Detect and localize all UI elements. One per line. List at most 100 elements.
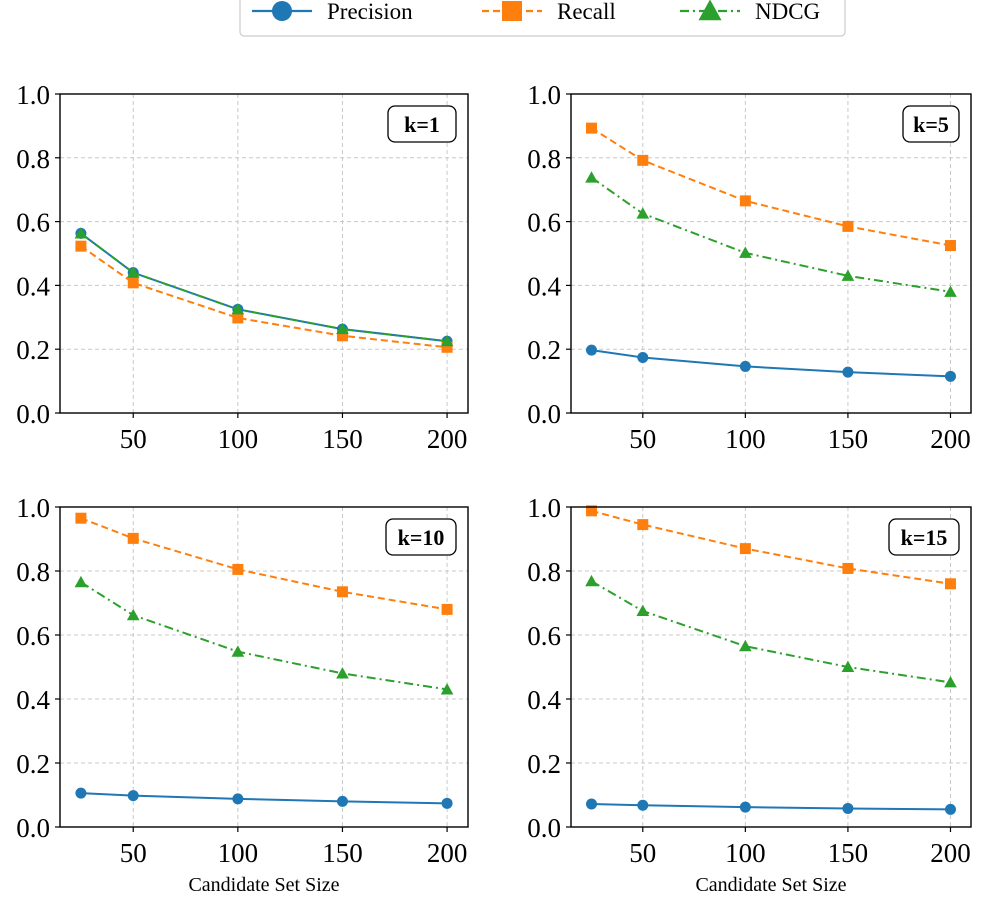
data-point-recall	[944, 578, 956, 590]
data-point-recall	[739, 195, 751, 207]
data-point-recall	[842, 220, 854, 232]
x-tick-label: 100	[218, 424, 259, 454]
legend-item-ndcg: NDCG	[680, 0, 820, 24]
panel-k10: 50 100 150 200 0.0 0.2 0.4 0.6 0.8 1.0 k=10 Candida…	[16, 493, 469, 896]
series-recall	[586, 122, 956, 252]
data-point-precision	[586, 798, 598, 810]
panel-label-box	[385, 518, 457, 556]
series-recall	[75, 512, 453, 615]
y-tick-label: 0.2	[527, 749, 561, 779]
data-point-recall	[441, 341, 453, 353]
series-line-recall	[80, 245, 448, 349]
y-tick-label: 0.2	[527, 335, 561, 365]
data-point-ndcg	[336, 322, 349, 335]
y-tick-label: 1.0	[16, 493, 50, 523]
x-tick-label: 150	[322, 838, 363, 868]
data-point-ndcg	[739, 639, 752, 652]
x-tick-label: 150	[828, 424, 869, 454]
data-point-recall	[944, 240, 956, 252]
panel-label-box	[387, 105, 457, 143]
data-point-ndcg	[944, 285, 957, 297]
legend-marker-ndcg	[698, 0, 722, 21]
data-point-precision	[842, 366, 854, 378]
data-point-recall	[586, 122, 598, 134]
y-tick-label: 0.6	[16, 621, 50, 651]
x-axis-title: Candidate Set Size	[188, 874, 339, 896]
legend-label-ndcg: NDCG	[755, 0, 820, 24]
axes-frame	[570, 93, 972, 414]
data-point-precision	[637, 799, 649, 811]
y-tick-label: 0.8	[527, 144, 561, 174]
y-tick-label: 0.0	[16, 399, 50, 429]
legend: Precision Recall NDCG	[239, 0, 846, 37]
data-point-ndcg	[636, 604, 650, 617]
axes-frame	[59, 506, 469, 828]
panel-k1: 50 100 150 200 0.0 0.2 0.4 0.6 0.8 1.0 k=1	[16, 80, 469, 454]
axes-frame	[570, 506, 972, 828]
data-point-recall	[637, 154, 649, 166]
data-point-ndcg	[585, 574, 598, 587]
y-tick-label: 0.4	[527, 271, 561, 301]
panel-label-box	[888, 518, 960, 556]
data-point-ndcg	[126, 266, 140, 278]
data-point-precision	[336, 795, 348, 807]
y-tick-label: 0.6	[527, 208, 561, 238]
data-point-ndcg	[231, 645, 245, 657]
y-tick-label: 0.6	[16, 208, 50, 238]
y-tick-label: 0.8	[16, 144, 50, 174]
data-point-recall	[75, 512, 87, 524]
y-tick-label: 0.4	[16, 271, 50, 301]
y-tick-label: 1.0	[16, 80, 50, 110]
data-point-recall	[127, 277, 139, 289]
y-tick-label: 0.8	[16, 557, 50, 587]
data-point-ndcg	[336, 667, 349, 679]
y-tick-label: 0.4	[527, 685, 561, 715]
data-point-ndcg	[944, 676, 957, 688]
data-point-recall	[739, 543, 751, 555]
legend-label-precision: Precision	[327, 0, 413, 24]
data-point-ndcg	[74, 575, 88, 588]
series-line-recall	[590, 127, 951, 247]
data-point-precision	[944, 370, 956, 382]
x-tick-label: 200	[427, 838, 468, 868]
series-recall	[586, 505, 956, 590]
y-tick-label: 0.0	[16, 813, 50, 843]
data-point-recall	[75, 240, 87, 252]
data-point-recall	[336, 330, 348, 342]
x-tick-label: 100	[725, 838, 766, 868]
data-point-recall	[232, 312, 244, 324]
data-point-precision	[842, 802, 854, 814]
data-point-ndcg	[841, 660, 855, 673]
panel-label: k=1	[404, 112, 440, 137]
data-point-ndcg	[739, 246, 752, 258]
legend-box	[239, 0, 846, 37]
panel-label: k=15	[901, 525, 948, 550]
panel-label: k=5	[913, 112, 949, 137]
data-point-ndcg	[440, 683, 454, 695]
legend-marker-precision	[272, 1, 292, 21]
x-tick-label: 100	[725, 424, 766, 454]
panels: 50 100 150 200 0.0 0.2 0.4 0.6 0.8 1.0 k=1 50 100 150…	[16, 80, 972, 896]
data-point-recall	[336, 586, 348, 598]
y-tick-label: 0.6	[527, 621, 561, 651]
legend-item-recall: Recall	[482, 0, 616, 24]
data-point-ndcg	[231, 303, 245, 315]
panel-label-box	[902, 105, 960, 143]
legend-item-precision: Precision	[252, 0, 413, 24]
data-point-recall	[842, 562, 854, 574]
series-recall	[75, 240, 453, 353]
panel-k5: 50 100 150 200 0.0 0.2 0.4 0.6 0.8 1.0 k=5	[527, 80, 972, 454]
series-precision	[75, 787, 453, 809]
series-line-ndcg	[80, 581, 448, 691]
data-point-precision	[441, 797, 453, 809]
legend-marker-recall	[502, 1, 522, 21]
y-tick-label: 0.2	[16, 335, 50, 365]
series-ndcg	[585, 171, 957, 297]
x-tick-label: 150	[322, 424, 363, 454]
x-tick-label: 100	[218, 838, 259, 868]
series-precision	[586, 798, 956, 815]
data-point-precision	[637, 351, 649, 363]
data-point-recall	[441, 603, 453, 615]
legend-label-recall: Recall	[557, 0, 616, 24]
